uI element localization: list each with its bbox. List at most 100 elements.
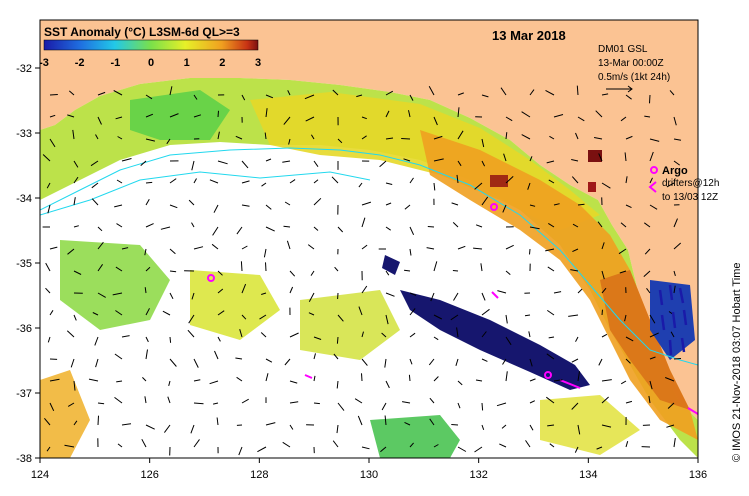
sst-cold-band [400, 290, 590, 390]
current-arrow [236, 376, 243, 382]
current-arrow [169, 358, 177, 367]
current-arrow [409, 358, 413, 365]
current-arrow [112, 292, 123, 296]
current-arrow [169, 86, 173, 96]
current-arrow [121, 335, 130, 338]
current-arrow [114, 396, 123, 404]
sst-hot-spot-2 [588, 182, 596, 192]
current-arrow [649, 138, 660, 142]
current-arrow [68, 90, 75, 96]
current-arrow [505, 314, 508, 324]
current-arrow [502, 358, 507, 365]
current-arrow [265, 422, 276, 426]
y-tick-label: -34 [16, 193, 32, 205]
current-arrow [457, 402, 461, 409]
current-arrow [313, 226, 319, 231]
current-arrow [601, 182, 611, 189]
y-tick-label: -36 [16, 323, 32, 335]
current-arrow [521, 111, 531, 118]
colorbar-tick-label: -1 [110, 57, 120, 69]
current-arrow [145, 198, 150, 206]
current-arrow [547, 266, 555, 272]
current-arrow [452, 222, 459, 228]
current-arrow [361, 217, 366, 228]
current-arrow [433, 261, 438, 272]
current-arrow [336, 380, 339, 389]
sst-green-south [370, 415, 460, 458]
current-arrow [457, 92, 464, 96]
current-arrow [481, 331, 487, 338]
current-arrow [474, 182, 483, 190]
current-arrow [545, 396, 555, 404]
current-arrow [571, 358, 579, 363]
current-arrow [409, 94, 414, 101]
current-arrow [361, 373, 363, 382]
current-arrow [546, 353, 555, 360]
current-arrow [214, 350, 219, 360]
current-arrow [381, 402, 387, 411]
current-arrow [191, 222, 195, 228]
x-tick-label: 128 [250, 469, 268, 481]
current-arrow [313, 336, 322, 340]
current-arrow [575, 336, 579, 342]
argo-float-marker[interactable] [490, 203, 498, 211]
current-arrow [336, 336, 339, 344]
current-arrow [620, 116, 627, 122]
current-arrow [404, 269, 411, 272]
current-arrow [666, 424, 675, 428]
current-arrow [433, 158, 444, 162]
current-arrow [673, 285, 676, 294]
current-arrow [596, 446, 603, 450]
current-arrow [117, 136, 123, 140]
current-arrow [90, 160, 99, 167]
current-arrow [481, 94, 489, 98]
current-arrow [169, 113, 179, 118]
x-axis: 124 126 128 130 132 134 136 [31, 458, 707, 481]
current-arrow [409, 442, 414, 448]
x-tick-label: 130 [360, 469, 378, 481]
current-arrow [332, 440, 339, 448]
current-arrow [169, 178, 177, 184]
current-arrow [385, 110, 390, 118]
current-arrow [209, 179, 219, 184]
current-arrow [453, 292, 459, 301]
current-arrow [571, 402, 579, 410]
current-arrow [572, 248, 579, 253]
current-arrow [91, 198, 99, 206]
current-arrow [121, 247, 129, 250]
current-arrow [433, 376, 439, 382]
current-arrow [361, 446, 370, 450]
current-arrow [601, 270, 605, 280]
current-arrow [337, 226, 344, 233]
current-arrow [409, 248, 412, 256]
isobath-line-2 [40, 171, 371, 216]
current-arrow [307, 244, 315, 250]
current-arrow [49, 94, 58, 96]
current-arrow [116, 223, 123, 228]
current-arrow [241, 398, 249, 404]
current-arrow [193, 246, 204, 250]
current-arrow [265, 204, 272, 210]
current-arrow [601, 242, 605, 250]
current-arrow [553, 379, 563, 382]
eddy-currents [658, 284, 688, 356]
current-arrow [475, 224, 483, 228]
current-arrow [283, 116, 291, 125]
current-arrow [235, 135, 243, 140]
current-arrow [97, 91, 106, 96]
argo-float-marker[interactable] [207, 274, 215, 282]
colorbar-tick-label: -2 [75, 57, 85, 69]
current-arrow [190, 424, 195, 434]
current-arrow [333, 353, 339, 360]
current-arrow [358, 182, 363, 188]
current-arrow [409, 292, 417, 296]
drifter-track [304, 374, 313, 379]
current-arrow [503, 153, 507, 162]
current-arrow [241, 94, 246, 101]
current-arrow [49, 378, 60, 382]
current-arrow [265, 226, 275, 232]
argo-float-marker[interactable] [544, 371, 552, 379]
current-arrow [361, 331, 364, 338]
current-arrow [666, 182, 675, 188]
current-arrow [601, 424, 612, 428]
